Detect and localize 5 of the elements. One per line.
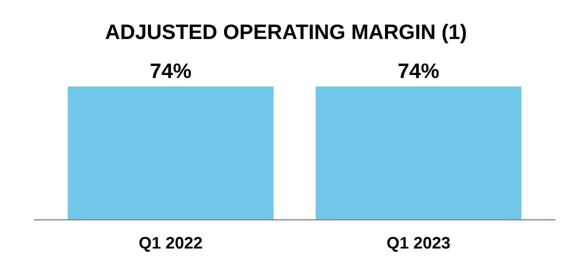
chart-title: ADJUSTED OPERATING MARGIN (1) <box>106 24 466 44</box>
x-tick-label: Q1 2023 <box>387 236 450 252</box>
x-tick-label: Q1 2022 <box>139 236 202 252</box>
data-label: 74% <box>398 63 439 78</box>
data-label: 74% <box>150 63 191 78</box>
